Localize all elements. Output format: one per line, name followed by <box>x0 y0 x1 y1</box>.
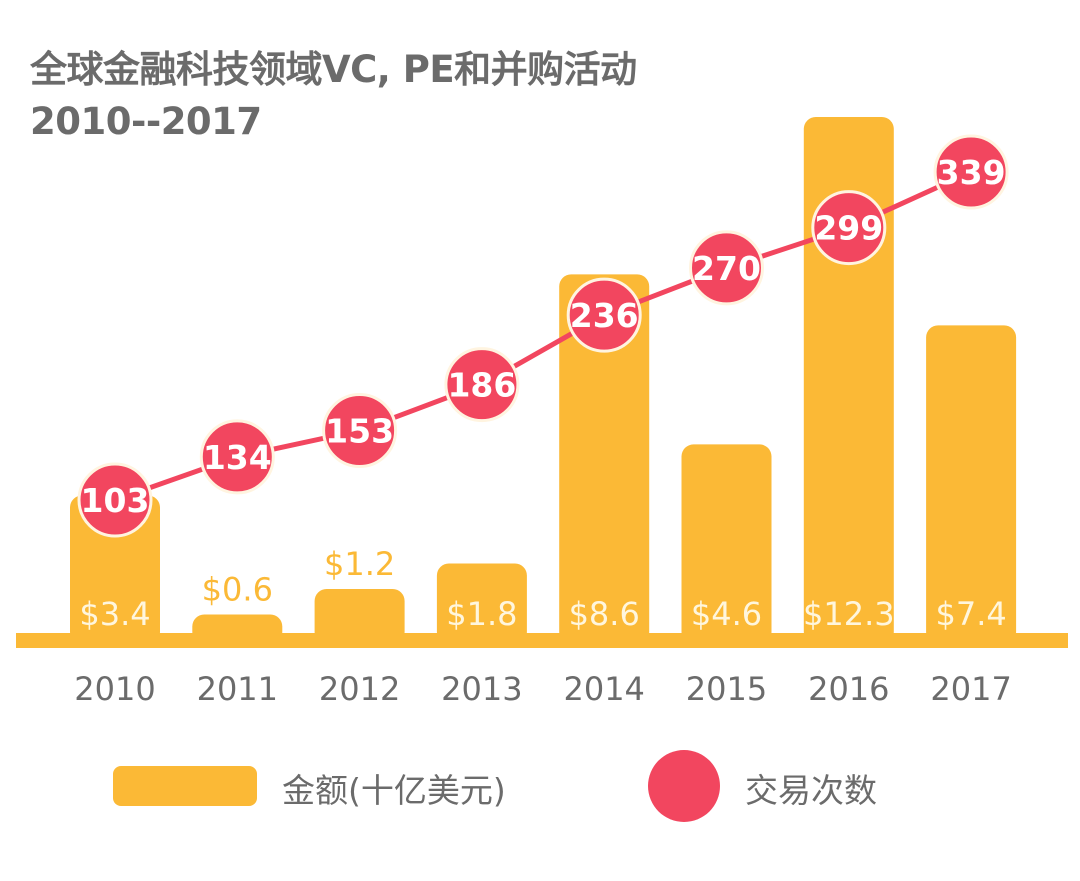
legend: 金额(十亿美元) 交易次数 <box>0 750 1080 822</box>
bar-value-label: $4.6 <box>691 595 762 633</box>
x-axis-baseline <box>16 633 1068 648</box>
bar-value-label: $12.3 <box>803 595 895 633</box>
x-tick-label: 2011 <box>197 670 278 708</box>
x-tick-label: 2015 <box>686 670 767 708</box>
line-point-label: 134 <box>203 438 272 477</box>
line-point-label: 299 <box>814 209 883 248</box>
bar-value-label: $1.2 <box>324 545 395 583</box>
x-tick-label: 2010 <box>74 670 155 708</box>
line-point-2014 <box>566 277 642 353</box>
bar-value-label: $3.4 <box>79 595 150 633</box>
line-point-2015 <box>689 230 764 306</box>
x-tick-label: 2013 <box>441 670 522 708</box>
line-point-2010 <box>77 462 153 538</box>
line-point-label: 339 <box>937 153 1006 192</box>
bar-2010 <box>70 495 160 644</box>
title-line-2: 2010--2017 <box>30 100 262 143</box>
x-tick-label: 2014 <box>563 670 644 708</box>
bar-value-label: $1.8 <box>446 595 517 633</box>
bar-2015 <box>681 444 772 644</box>
chart-area: $3.4 $0.6 $1.2 $1.8 $8.6 $4.6 $12.3 $7.4 2010 20… <box>16 117 1068 708</box>
line-point-label: 103 <box>81 481 150 520</box>
line-point-label: 270 <box>692 249 761 288</box>
bar-2014 <box>559 274 650 644</box>
bar-2013 <box>436 563 527 644</box>
line-point-2012 <box>322 393 398 469</box>
legend-line-label: 交易次数 <box>745 771 877 810</box>
x-tick-label: 2017 <box>930 670 1011 708</box>
line-point-label: 186 <box>447 366 516 405</box>
x-tick-label: 2016 <box>808 670 889 708</box>
legend-line-swatch <box>648 750 720 822</box>
title-line-1: 全球金融科技领域VC, PE和并购活动 <box>30 48 637 91</box>
bar-2017 <box>926 325 1017 644</box>
chart-title: 全球金融科技领域VC, PE和并购活动 2010--2017 <box>30 44 637 148</box>
bar-value-label: $8.6 <box>569 595 640 633</box>
line-point-label: 236 <box>570 296 639 335</box>
bar-2012 <box>314 588 405 644</box>
bar-value-label: $0.6 <box>202 570 273 608</box>
x-tick-label: 2012 <box>319 670 400 708</box>
line-point-2013 <box>444 347 520 423</box>
line-point-2016 <box>811 190 887 266</box>
legend-bar-label: 金额(十亿美元) <box>282 771 506 810</box>
line-point-2017 <box>933 134 1009 210</box>
line-point-label: 153 <box>325 412 394 451</box>
line-point-2011 <box>199 419 275 495</box>
bar-value-label: $7.4 <box>935 595 1006 633</box>
legend-bar-swatch <box>113 766 257 806</box>
